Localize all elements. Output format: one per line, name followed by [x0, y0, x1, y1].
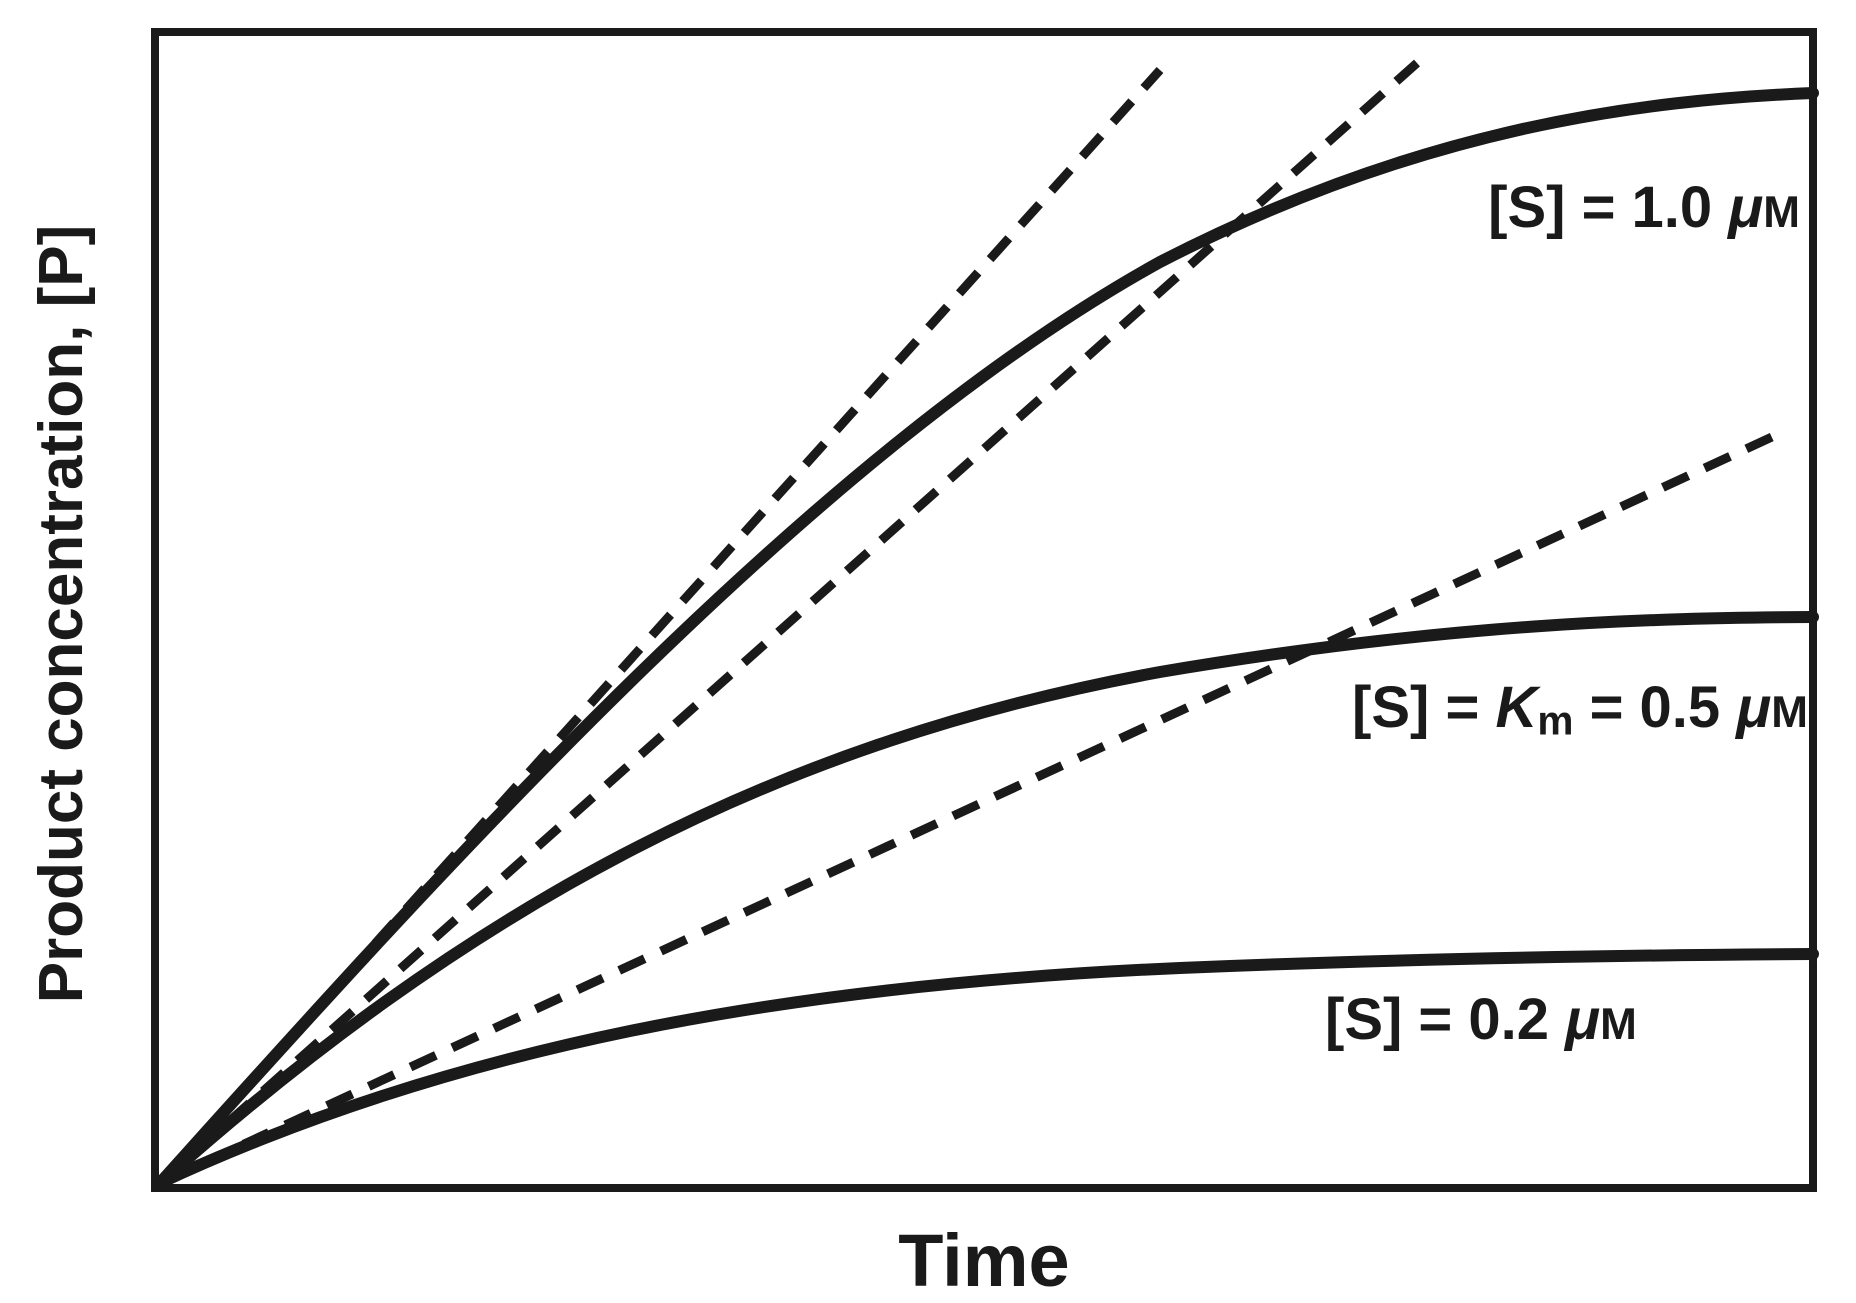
tangent-line-s-0.5 [157, 59, 1420, 1187]
mu-symbol: μ [1736, 675, 1772, 740]
tangent-line-s-0.2 [158, 425, 1789, 1188]
molar-unit: M [1600, 1000, 1637, 1049]
curve-s-0.5 [154, 611, 1819, 1189]
curve-label-s-0.5-value: = 0.5 [1573, 675, 1737, 740]
km-subscript: m [1537, 697, 1574, 744]
curve-label-s-0.5: [S] = Km = 0.5 μM [1352, 676, 1808, 743]
curve-label-s-0.2-text: [S] = 0.2 [1325, 987, 1566, 1052]
y-axis-label: Product concentration, [P] [27, 224, 96, 1004]
curve-label-s-1.0: [S] = 1.0 μM [1488, 176, 1800, 240]
mu-symbol: μ [1565, 987, 1601, 1052]
curve-label-s-0.5-text: [S] = [1352, 675, 1496, 740]
plot-border [151, 28, 1817, 1192]
mu-symbol: μ [1728, 175, 1764, 240]
molar-unit: M [1771, 688, 1808, 737]
km-symbol: K [1495, 675, 1538, 740]
curve-label-s-1.0-text: [S] = 1.0 [1488, 175, 1729, 240]
curve-s-0.2 [154, 948, 1819, 1189]
tangent-line-s-1.0 [156, 66, 1164, 1187]
x-axis-label: Time [898, 1219, 1070, 1302]
curve-label-s-0.2: [S] = 0.2 μM [1325, 988, 1637, 1052]
molar-unit: M [1763, 188, 1800, 237]
